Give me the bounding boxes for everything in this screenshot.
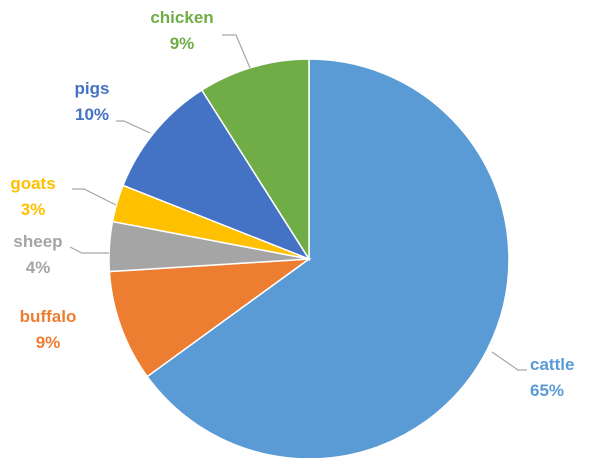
data-label-goats: goats 3% (10, 174, 55, 219)
data-label-value-chicken: 9% (170, 34, 195, 53)
data-label-name-sheep: sheep (13, 232, 62, 251)
leader-line-chicken (222, 34, 251, 69)
pie-slice-buffalo (108, 258, 312, 378)
leader-line-goats (72, 188, 117, 206)
leader-line-pigs (116, 120, 151, 134)
data-labels: cattle 65% buffalo 9% sheep 4% goats 3% pigs 10% c… (10, 8, 574, 400)
leader-line-cattle (491, 351, 527, 371)
data-label-value-buffalo: 9% (36, 333, 61, 352)
data-label-chicken: chicken 9% (150, 8, 213, 53)
data-label-value-goats: 3% (21, 200, 46, 219)
data-label-value-pigs: 10% (75, 105, 109, 124)
pie-slices (108, 58, 510, 458)
leader-lines (69, 34, 527, 371)
data-label-pigs: pigs 10% (75, 79, 110, 124)
pie-slice-cattle (146, 58, 510, 458)
data-label-sheep: sheep 4% (13, 232, 62, 277)
data-label-name-goats: goats (10, 174, 55, 193)
data-label-value-sheep: 4% (26, 258, 51, 277)
leader-line-sheep (69, 246, 109, 254)
data-label-name-pigs: pigs (75, 79, 110, 98)
data-label-value-cattle: 65% (530, 381, 564, 400)
data-label-name-buffalo: buffalo (20, 307, 77, 326)
data-label-cattle: cattle 65% (530, 355, 574, 400)
data-label-name-cattle: cattle (530, 355, 574, 374)
data-label-buffalo: buffalo 9% (20, 307, 77, 352)
data-label-name-chicken: chicken (150, 8, 213, 27)
pie-slice-pigs (122, 89, 311, 261)
pie-slice-chicken (200, 58, 310, 262)
